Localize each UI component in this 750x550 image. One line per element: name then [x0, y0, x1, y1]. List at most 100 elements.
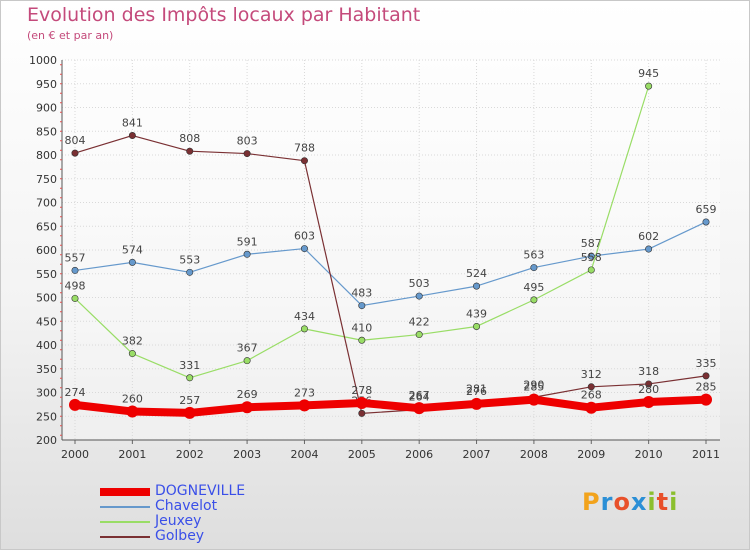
y-tick-label: 550: [36, 268, 57, 281]
logo-letter: x: [630, 488, 648, 516]
legend-label-jeuxey: Jeuxey: [155, 513, 202, 529]
data-point-chavelot: [645, 245, 653, 253]
x-tick-label: 2003: [233, 448, 261, 461]
data-label-golbey: 804: [65, 134, 86, 147]
data-label-jeuxey: 410: [351, 321, 372, 334]
legend-swatch-chavelot: [100, 506, 150, 508]
y-tick-label: 450: [36, 315, 57, 328]
data-label-dogneville: 268: [581, 389, 602, 402]
data-point-jeuxey: [645, 82, 653, 90]
proxiti-logo: Proxiti: [582, 488, 678, 516]
data-point-dogneville: [69, 398, 81, 411]
y-tick-label: 650: [36, 220, 57, 233]
x-tick-label: 2005: [348, 448, 376, 461]
logo-letter: r: [600, 488, 614, 516]
y-tick-label: 700: [36, 197, 57, 210]
data-label-chavelot: 591: [237, 235, 258, 248]
data-point-golbey: [128, 132, 136, 140]
data-label-chavelot: 563: [523, 249, 544, 262]
data-point-golbey: [186, 147, 194, 155]
data-point-dogneville: [642, 396, 655, 408]
data-point-chavelot: [587, 252, 595, 260]
data-label-chavelot: 503: [409, 277, 430, 290]
data-point-jeuxey: [243, 357, 251, 365]
y-tick-label: 350: [36, 363, 57, 376]
y-tick-label: 200: [36, 434, 57, 447]
data-label-chavelot: 483: [351, 287, 372, 300]
data-label-golbey: 312: [581, 368, 602, 381]
data-label-chavelot: 553: [179, 253, 200, 266]
data-label-jeuxey: 382: [122, 335, 143, 348]
data-label-golbey: 318: [638, 365, 659, 378]
y-tick-label: 850: [36, 125, 57, 138]
legend-label-chavelot: Chavelot: [155, 498, 218, 514]
y-tick-label: 250: [36, 410, 57, 423]
data-label-jeuxey: 422: [409, 316, 430, 329]
data-point-jeuxey: [358, 336, 366, 344]
data-label-golbey: 281: [466, 383, 487, 396]
data-label-chavelot: 557: [65, 251, 86, 264]
data-point-jeuxey: [587, 266, 595, 274]
data-point-dogneville: [585, 401, 598, 414]
data-label-dogneville: 285: [523, 381, 544, 394]
logo-letter: i: [647, 488, 657, 516]
chart-title: Evolution des Impôts locaux par Habitant: [27, 4, 421, 26]
data-point-chavelot: [243, 250, 251, 258]
logo-letter: P: [582, 488, 601, 516]
legend-swatch-jeuxey: [100, 521, 150, 523]
data-point-jeuxey: [128, 350, 136, 358]
data-label-jeuxey: 434: [294, 310, 315, 323]
data-point-golbey: [702, 372, 710, 380]
data-point-chavelot: [128, 258, 136, 266]
x-tick-label: 2004: [290, 448, 318, 461]
y-tick-label: 750: [36, 173, 57, 186]
series-line-dogneville: [71, 395, 710, 417]
data-label-golbey: 808: [179, 132, 200, 145]
x-tick-label: 2000: [61, 448, 89, 461]
x-tick-label: 2001: [118, 448, 146, 461]
data-point-golbey: [645, 380, 653, 388]
y-tick-label: 600: [36, 244, 57, 257]
data-point-jeuxey: [473, 322, 481, 330]
data-point-chavelot: [473, 282, 481, 290]
series-line-chavelot: [74, 221, 707, 307]
data-label-golbey: 290: [523, 378, 544, 391]
x-tick-label: 2006: [405, 448, 433, 461]
data-point-dogneville: [700, 393, 712, 406]
data-label-dogneville: 276: [466, 385, 487, 398]
data-point-dogneville: [241, 401, 254, 414]
data-label-jeuxey: 331: [179, 359, 200, 372]
x-tick-label: 2010: [635, 448, 663, 461]
data-label-dogneville: 273: [294, 386, 315, 399]
data-label-dogneville: 274: [65, 386, 86, 399]
data-point-jeuxey: [300, 325, 308, 333]
data-point-dogneville: [298, 399, 311, 412]
data-point-dogneville: [470, 397, 483, 410]
data-label-jeuxey: 367: [237, 342, 258, 355]
data-label-dogneville: 267: [409, 389, 430, 402]
legend-label-golbey: Golbey: [155, 528, 205, 544]
data-label-dogneville: 257: [179, 394, 200, 407]
data-label-jeuxey: 945: [638, 67, 659, 80]
data-point-jeuxey: [530, 296, 538, 304]
data-point-jeuxey: [186, 374, 194, 382]
data-point-dogneville: [126, 405, 139, 418]
legend-swatch-golbey: [100, 536, 150, 538]
data-label-jeuxey: 495: [523, 281, 544, 294]
legend-label-dogneville: DOGNEVILLE: [155, 483, 246, 499]
data-point-golbey: [587, 383, 595, 391]
data-point-chavelot: [530, 264, 538, 272]
data-label-chavelot: 602: [638, 230, 659, 243]
data-point-jeuxey: [415, 331, 423, 339]
data-label-golbey: 803: [237, 135, 258, 148]
data-point-dogneville: [183, 406, 196, 419]
logo-letter: o: [613, 488, 631, 516]
series-line-golbey: [74, 134, 707, 414]
data-label-jeuxey: 439: [466, 307, 487, 320]
data-point-chavelot: [300, 245, 308, 253]
data-label-chavelot: 574: [122, 243, 143, 256]
data-label-jeuxey: 498: [65, 279, 86, 292]
x-tick-label: 2009: [577, 448, 605, 461]
data-point-chavelot: [71, 266, 79, 274]
